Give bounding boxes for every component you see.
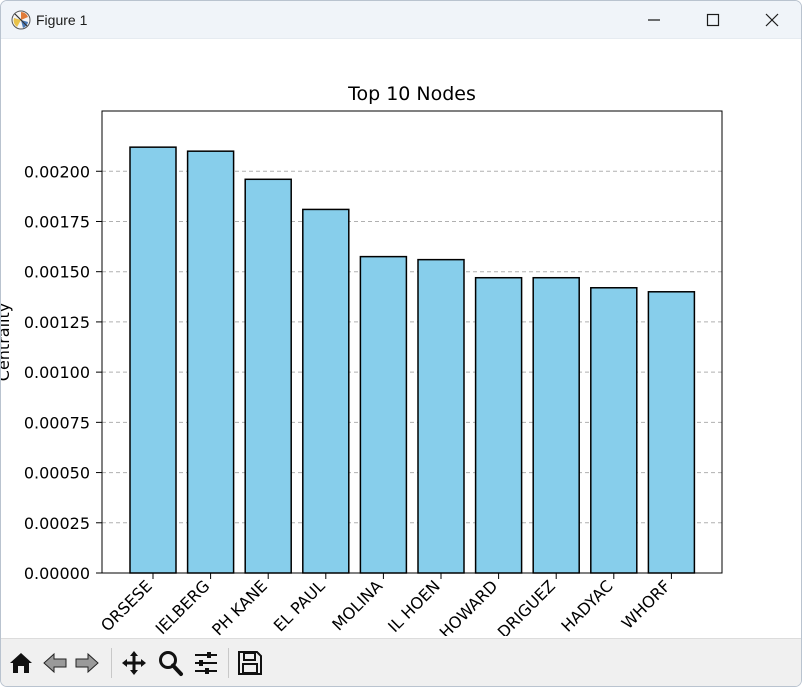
y-tick-label: 0.00100: [24, 363, 90, 382]
y-tick-label: 0.00125: [24, 313, 90, 332]
matplotlib-app-icon: [11, 10, 31, 30]
bar: [532, 276, 580, 574]
y-tick-label: 0.00025: [24, 514, 90, 533]
x-tick-label: HOWARD: [436, 576, 502, 636]
pan-icon: [122, 651, 146, 675]
bar: [302, 208, 350, 574]
x-tick-label: WHORF: [618, 576, 674, 632]
bar: [474, 276, 523, 574]
minimize-icon: [648, 19, 660, 21]
bar: [590, 287, 638, 574]
x-tick-label: PH KANE: [208, 576, 271, 636]
figure-canvas[interactable]: Top 10 Nodes 0.00000 0.00025 0.00050 0.0007…: [1, 39, 801, 636]
save-button[interactable]: [234, 647, 266, 679]
y-axis-label: Centrality: [1, 303, 13, 381]
y-tick-label: 0.00075: [24, 413, 90, 432]
bar-chart: Top 10 Nodes 0.00000 0.00025 0.00050 0.0007…: [1, 83, 723, 636]
y-grid: [102, 170, 722, 524]
pan-button[interactable]: [118, 647, 150, 679]
y-axis: 0.00000 0.00025 0.00050 0.00075 0.00100 0.001…: [24, 162, 102, 583]
close-button[interactable]: [743, 1, 801, 38]
y-tick-label: 0.00150: [24, 263, 90, 282]
navigation-toolbar: [1, 638, 801, 686]
y-tick-label: 0.00050: [24, 464, 90, 483]
back-arrow-icon: [43, 652, 67, 674]
bar: [359, 255, 408, 574]
x-tick-label: MOLINA: [328, 576, 386, 634]
plot-frame: [101, 110, 723, 574]
bars: [129, 146, 696, 574]
zoom-button[interactable]: [154, 647, 186, 679]
maximize-icon: [706, 13, 720, 27]
toolbar-separator: [111, 648, 112, 678]
bar: [647, 291, 696, 574]
y-tick-label: 0.00175: [24, 212, 90, 231]
title-bar: Figure 1: [1, 1, 801, 39]
y-tick-label: 0.00200: [24, 162, 90, 181]
forward-arrow-icon: [75, 652, 99, 674]
x-tick-label: EL PAUL: [270, 576, 329, 635]
chart-title: Top 10 Nodes: [347, 83, 476, 105]
bar: [244, 178, 292, 574]
zoom-icon: [159, 651, 183, 676]
home-button[interactable]: [5, 647, 37, 679]
window-title: Figure 1: [36, 12, 88, 28]
configure-subplots-icon: [195, 652, 217, 674]
bar: [186, 150, 235, 574]
save-icon: [238, 651, 262, 675]
x-tick-label: IL HOEN: [384, 576, 444, 636]
minimize-button[interactable]: [625, 1, 683, 38]
toolbar-separator: [228, 648, 229, 678]
configure-subplots-button[interactable]: [190, 647, 222, 679]
x-tick-label: IELBERG: [152, 576, 214, 636]
x-tick-label: ORSESE: [97, 576, 156, 635]
back-button[interactable]: [39, 647, 71, 679]
x-tick-label: DRIGUEZ: [494, 576, 559, 636]
bar: [129, 146, 177, 574]
x-tick-label: HADYAC: [557, 576, 616, 635]
y-tick-label: 0.00000: [24, 564, 90, 583]
maximize-button[interactable]: [684, 1, 742, 38]
bar: [417, 258, 465, 574]
home-icon: [10, 653, 32, 673]
forward-button[interactable]: [71, 647, 103, 679]
close-icon: [765, 13, 779, 27]
